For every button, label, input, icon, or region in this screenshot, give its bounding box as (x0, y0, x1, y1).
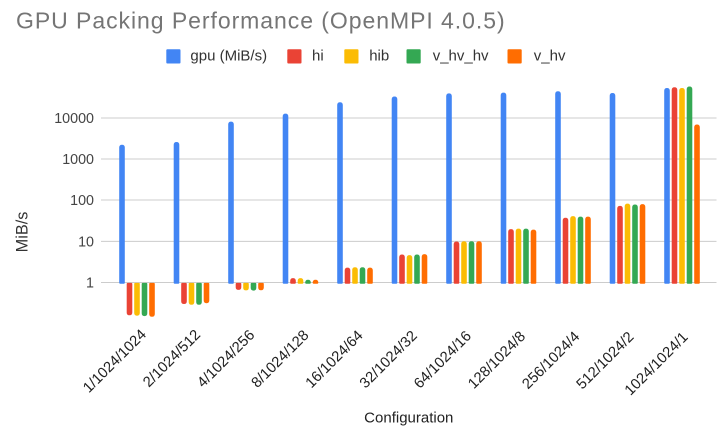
svg-text:Configuration: Configuration (364, 410, 453, 427)
svg-text:10000: 10000 (54, 111, 94, 127)
svg-text:1: 1 (86, 276, 94, 292)
svg-text:hi: hi (312, 48, 324, 65)
svg-text:GPU Packing Performance (OpenM: GPU Packing Performance (OpenMPI 4.0.5) (16, 7, 506, 33)
svg-text:v_hv: v_hv (534, 48, 566, 65)
svg-text:100: 100 (70, 193, 94, 209)
svg-text:10: 10 (78, 234, 94, 250)
svg-text:MiB/s: MiB/s (13, 212, 31, 253)
svg-text:gpu (MiB/s): gpu (MiB/s) (190, 48, 267, 65)
svg-text:1000: 1000 (62, 152, 94, 168)
svg-text:v_hv_hv: v_hv_hv (433, 48, 489, 65)
svg-text:hib: hib (369, 48, 389, 65)
